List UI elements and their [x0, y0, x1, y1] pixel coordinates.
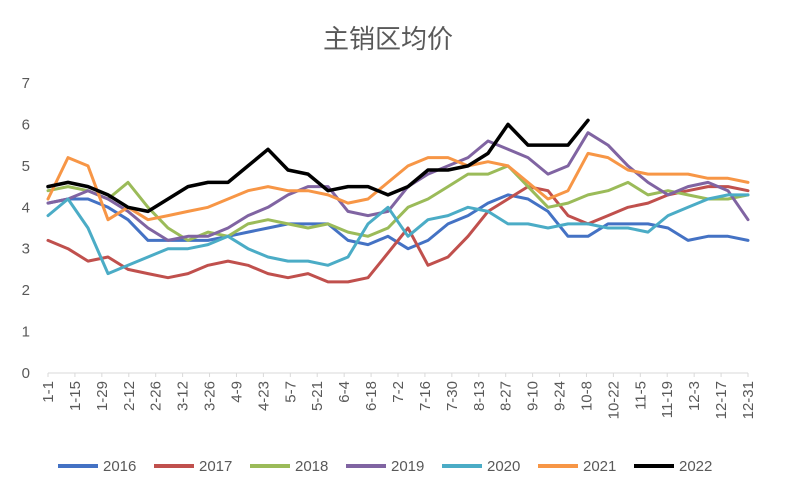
series-line-2021: [46, 151, 750, 222]
x-tick-label: 7-2: [390, 381, 407, 403]
x-tick-label: 7-16: [417, 381, 434, 411]
x-tick-label: 3-26: [202, 381, 219, 411]
x-tick-label: 12-17: [713, 381, 730, 419]
series-line-2022: [46, 118, 590, 214]
x-tick-label: 5-7: [282, 381, 299, 403]
x-tick-label: 11-5: [632, 381, 649, 410]
legend-label-2022: 2022: [679, 458, 712, 475]
y-axis: 0 1 2 3 4 5 6 7: [22, 75, 30, 382]
series-line-2020: [46, 193, 750, 276]
y-tick-label: 7: [22, 75, 30, 92]
x-tick-label: 1-29: [94, 381, 111, 411]
y-tick-label: 5: [22, 158, 30, 175]
legend-label-2016: 2016: [103, 458, 136, 475]
series-lines: [46, 118, 750, 284]
y-tick-label: 1: [22, 324, 30, 341]
y-tick-label: 6: [22, 116, 30, 133]
series-line-2019: [46, 131, 750, 242]
x-tick-label: 6-18: [363, 381, 380, 411]
y-tick-label: 4: [22, 199, 30, 216]
legend-label-2017: 2017: [199, 458, 232, 475]
x-tick-label: 1-15: [67, 381, 84, 411]
x-tick-label: 2-12: [121, 381, 138, 411]
y-tick-label: 3: [22, 241, 30, 258]
x-tick-label: 12-31: [740, 381, 757, 419]
x-tick-label: 5-21: [309, 381, 326, 411]
series-line-2017: [46, 185, 750, 284]
x-tick-label: 10-22: [605, 381, 622, 419]
x-tick-label: 6-4: [336, 381, 353, 403]
legend-label-2019: 2019: [391, 458, 424, 475]
legend: 2016 2017 2018 2019 2020 2021 2022: [58, 458, 712, 475]
x-tick-label: 8-27: [498, 381, 515, 411]
x-tick-label: 2-26: [148, 381, 165, 411]
x-tick-label: 7-30: [444, 381, 461, 411]
x-tick-label: 12-3: [686, 381, 703, 411]
x-tick-label: 10-8: [578, 381, 595, 411]
x-tick-label: 4-9: [228, 381, 245, 403]
legend-label-2020: 2020: [487, 458, 520, 475]
x-tick-label: 11-19: [659, 381, 676, 418]
x-tick-label: 4-23: [255, 381, 272, 411]
x-tick-label: 3-12: [175, 381, 192, 411]
x-tick-label: 8-13: [471, 381, 488, 411]
x-axis: 1-1 1-15 1-29 2-12 2-26 3-12 3-26 4-9 4-23 5-7 5-2…: [40, 373, 757, 419]
x-tick-label: 9-10: [525, 381, 542, 411]
legend-label-2018: 2018: [295, 458, 328, 475]
chart-title: 主销区均价: [323, 25, 453, 55]
series-line-2018: [46, 164, 750, 242]
y-tick-label: 2: [22, 282, 30, 299]
x-tick-label: 9-24: [552, 381, 569, 411]
x-tick-label: 1-1: [40, 381, 57, 403]
y-tick-label: 0: [22, 365, 30, 382]
legend-label-2021: 2021: [583, 458, 616, 475]
